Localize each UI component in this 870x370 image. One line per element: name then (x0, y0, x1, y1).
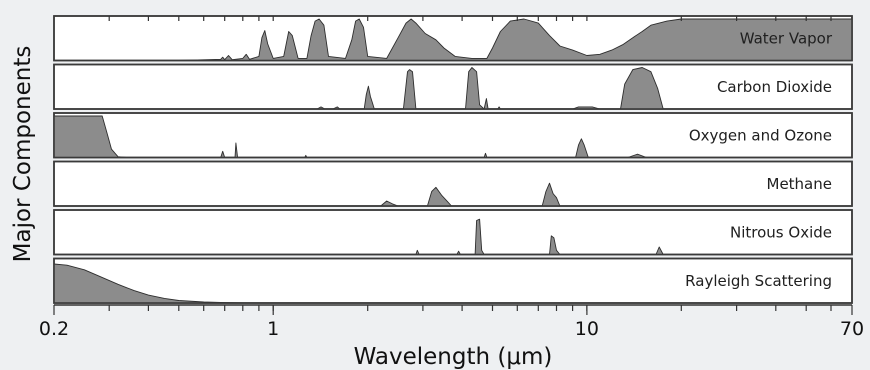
panel-border (53, 160, 853, 207)
panel-label: Water Vapor (740, 29, 833, 47)
panel-methane: Methane (53, 160, 853, 207)
x-axis-title: Wavelength (μm) (354, 344, 553, 370)
panels-group: Water Vapor Carbon Dioxide Oxygen and Ozon… (53, 15, 853, 304)
panel-label: Nitrous Oxide (730, 223, 832, 241)
panel-water-vapor: Water Vapor (53, 15, 853, 62)
panel-label: Oxygen and Ozone (689, 126, 832, 144)
panel-label: Rayleigh Scattering (685, 272, 832, 290)
panel-border (53, 257, 853, 304)
panel-oxygen-and-ozone: Oxygen and Ozone (53, 112, 853, 159)
x-tick-label: 70 (840, 318, 864, 340)
panel-label: Methane (767, 175, 833, 193)
x-tick-label: 1 (267, 318, 279, 340)
x-tick-label: 0.2 (39, 318, 69, 340)
panel-frame (53, 160, 853, 207)
y-axis-title: Major Components (10, 46, 36, 263)
panel-rayleigh-scattering: Rayleigh Scattering (53, 257, 853, 304)
panel-frame (53, 209, 853, 256)
x-tick-label: 10 (575, 318, 599, 340)
panel-nitrous-oxide: Nitrous Oxide (53, 209, 853, 256)
panel-border (53, 15, 853, 62)
panel-carbon-dioxide: Carbon Dioxide (53, 63, 853, 110)
panel-border (53, 112, 853, 159)
panel-border (53, 209, 853, 256)
panel-border (53, 63, 853, 110)
x-axis: 0.2 1 10 70 (39, 16, 864, 340)
absorption-band-water-vapor (53, 18, 853, 61)
absorption-band-methane (53, 182, 853, 207)
panel-label: Carbon Dioxide (717, 78, 832, 96)
